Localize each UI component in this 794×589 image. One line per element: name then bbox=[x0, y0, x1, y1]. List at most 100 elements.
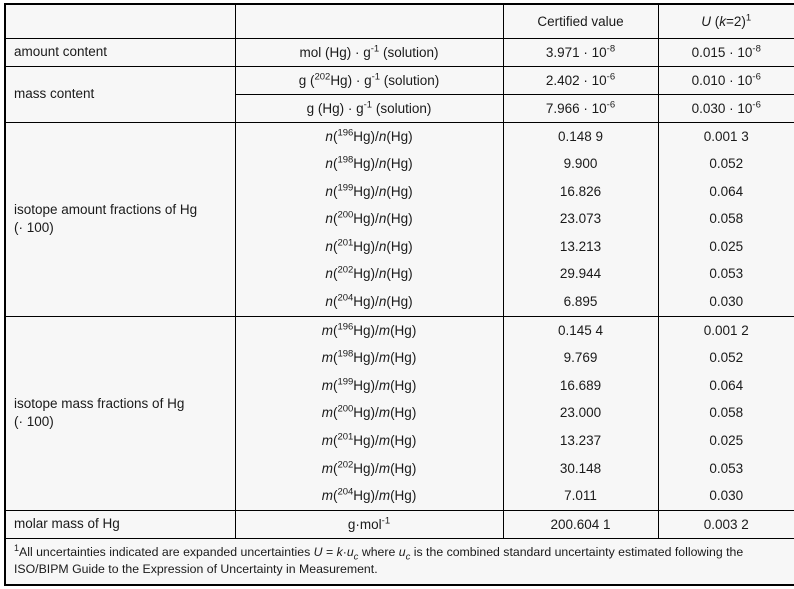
mass-fraction-symbol: m(201Hg)/m(Hg) bbox=[321, 431, 417, 449]
amount-fraction-value: 13.213 bbox=[559, 238, 602, 254]
uncertainty-symbol-U: U bbox=[701, 13, 712, 29]
mass-fraction-value: 16.689 bbox=[559, 377, 602, 393]
row-certified-value-amount-content: 3.971 · 10-8 bbox=[502, 37, 659, 67]
amount-fraction-symbol: n(200Hg)/n(Hg) bbox=[325, 209, 413, 227]
column-header-quantity bbox=[234, 3, 504, 39]
row-uncertainty-molar-mass: 0.003 2 bbox=[657, 509, 794, 539]
mass-fraction-uncertainty: 0.052 bbox=[709, 350, 744, 366]
amount-fraction-symbol: n(204Hg)/n(Hg) bbox=[325, 292, 413, 310]
coverage-factor-k: k bbox=[719, 13, 727, 29]
mass-fraction-value-list: 0.145 4 9.769 16.689 23.000 13.237 30.148 7.01… bbox=[512, 317, 650, 510]
quantity-prefix: g·mol bbox=[347, 516, 382, 532]
mass-fraction-symbol-list: m(196Hg)/m(Hg) m(198Hg)/m(Hg) m(199Hg)/m(H… bbox=[244, 317, 495, 510]
footnote-dot: · bbox=[342, 544, 347, 559]
quantity-exponent: -1 bbox=[370, 43, 380, 54]
amount-fraction-symbol-list: n(196Hg)/n(Hg) n(198Hg)/n(Hg) n(199Hg)/n(H… bbox=[244, 123, 495, 316]
quantity-prefix: g (Hg) · g bbox=[306, 100, 364, 116]
value-mantissa: 7.966 · 10 bbox=[545, 100, 607, 116]
amount-fraction-uncertainty: 0.053 bbox=[709, 266, 744, 282]
block-values-amount-fractions: 0.148 9 9.900 16.826 23.073 13.213 29.944 6.89… bbox=[502, 121, 659, 317]
uncertainty-mantissa: 0.015 · 10 bbox=[691, 44, 753, 60]
block-label-line-1: isotope mass fractions of Hg bbox=[14, 396, 185, 412]
amount-fraction-symbol: n(196Hg)/n(Hg) bbox=[325, 127, 413, 144]
footnote-symbol-U: U bbox=[313, 544, 323, 559]
footnote-uc-base: u bbox=[346, 544, 354, 559]
mass-fraction-value: 30.148 bbox=[559, 460, 602, 476]
footnote-part-3: is the combined standard uncertainty est… bbox=[14, 544, 744, 577]
mass-fraction-uncertainty: 0.058 bbox=[709, 405, 744, 421]
row-certified-value-mass-content-total: 7.966 · 10-6 bbox=[502, 93, 659, 123]
footnote-equals: = bbox=[322, 544, 337, 559]
value-exponent: -6 bbox=[606, 71, 616, 82]
footnote-uc2-subscript: c bbox=[405, 551, 411, 563]
quantity-exponent: -1 bbox=[363, 99, 373, 110]
row-label-mass-content: mass content bbox=[4, 65, 236, 123]
amount-fraction-uncertainty-list: 0.001 3 0.052 0.064 0.058 0.025 0.053 0.030 bbox=[667, 123, 787, 316]
footnote-marker: 1 bbox=[14, 542, 20, 553]
footnote-text: 1All uncertainties indicated are expande… bbox=[4, 537, 794, 586]
table-row-mass-content-total: g (Hg) · g-1 (solution) 7.966 · 10-6 0.0… bbox=[5, 93, 794, 123]
footnote-part-2: where bbox=[358, 544, 399, 559]
mass-fraction-symbol: m(199Hg)/m(Hg) bbox=[321, 376, 417, 393]
quantity-element: Hg) · g bbox=[330, 72, 372, 88]
table-block-mass-fractions: isotope mass fractions of Hg (· 100) m(1… bbox=[4, 315, 794, 511]
amount-fraction-uncertainty: 0.030 bbox=[709, 294, 744, 310]
block-label-amount-fractions: isotope amount fractions of Hg (· 100) bbox=[4, 121, 236, 317]
quantity-suffix: (solution) bbox=[380, 72, 440, 88]
uncertainty-mantissa: 0.030 · 10 bbox=[691, 100, 753, 116]
table-header-row: Certified value U (k=2)1 bbox=[4, 3, 794, 39]
amount-fraction-value: 9.900 bbox=[563, 156, 598, 172]
mass-fraction-value: 7.011 bbox=[564, 488, 597, 504]
value-mantissa: 2.402 · 10 bbox=[545, 72, 607, 88]
block-quantities-amount-fractions: n(196Hg)/n(Hg) n(198Hg)/n(Hg) n(199Hg)/n(H… bbox=[234, 121, 504, 317]
footnote-symbol-k: k bbox=[336, 544, 343, 559]
quantity-exponent: -1 bbox=[381, 515, 391, 527]
amount-fraction-value: 6.895 bbox=[563, 294, 598, 310]
row-uncertainty-mass-content-202: 0.010 · 10-6 bbox=[657, 65, 794, 95]
block-uncertainties-mass-fractions: 0.001 2 0.052 0.064 0.058 0.025 0.053 0.030 bbox=[657, 315, 794, 511]
row-quantity-mass-content-total: g (Hg) · g-1 (solution) bbox=[234, 93, 504, 123]
mass-fraction-uncertainty-list: 0.001 2 0.052 0.064 0.058 0.025 0.053 0.030 bbox=[667, 317, 787, 510]
mass-fraction-symbol: m(196Hg)/m(Hg) bbox=[321, 321, 417, 338]
column-header-certified-value: Certified value bbox=[502, 3, 659, 39]
amount-fraction-value-list: 0.148 9 9.900 16.826 23.073 13.213 29.944 6.89… bbox=[512, 123, 650, 316]
amount-fraction-uncertainty: 0.058 bbox=[709, 211, 744, 227]
block-uncertainties-amount-fractions: 0.001 3 0.052 0.064 0.058 0.025 0.053 0.030 bbox=[657, 121, 794, 317]
row-uncertainty-amount-content: 0.015 · 10-8 bbox=[657, 37, 794, 67]
footnote-marker-header: 1 bbox=[745, 12, 752, 24]
amount-fraction-value: 0.148 9 bbox=[557, 128, 604, 144]
amount-fraction-symbol: n(199Hg)/n(Hg) bbox=[325, 182, 413, 199]
footnote-uc-subscript: c bbox=[353, 551, 359, 563]
table-block-amount-fractions: isotope amount fractions of Hg (· 100) n… bbox=[4, 121, 794, 317]
amount-fraction-value: 16.826 bbox=[559, 183, 602, 199]
amount-fraction-symbol: n(198Hg)/n(Hg) bbox=[325, 154, 413, 172]
value-exponent: -6 bbox=[606, 99, 616, 110]
mass-fraction-symbol: m(200Hg)/m(Hg) bbox=[321, 403, 417, 421]
row-uncertainty-mass-content-total: 0.030 · 10-6 bbox=[657, 93, 794, 123]
footnote-symbol-uc: uc bbox=[346, 544, 359, 563]
uncertainty-exponent: -6 bbox=[752, 71, 761, 82]
amount-fraction-value: 29.944 bbox=[559, 266, 602, 282]
table-row-molar-mass: molar mass of Hg g·mol-1 200.604 1 0.003… bbox=[4, 509, 794, 539]
amount-fraction-uncertainty: 0.025 bbox=[709, 238, 744, 254]
column-header-uncertainty: U (k=2)1 bbox=[657, 3, 794, 39]
row-label-molar-mass: molar mass of Hg bbox=[4, 509, 236, 539]
amount-fraction-value: 23.073 bbox=[559, 211, 602, 227]
mass-fraction-value: 23.000 bbox=[559, 405, 602, 421]
block-values-mass-fractions: 0.145 4 9.769 16.689 23.000 13.237 30.148 7.01… bbox=[502, 315, 659, 511]
mass-fraction-symbol: m(198Hg)/m(Hg) bbox=[321, 348, 417, 366]
quantity-isotope: 202 bbox=[314, 71, 331, 82]
column-header-property bbox=[4, 3, 236, 39]
quantity-prefix: mol (Hg) · g bbox=[299, 44, 371, 60]
amount-fraction-symbol: n(201Hg)/n(Hg) bbox=[325, 237, 413, 254]
uncertainty-exponent: -6 bbox=[752, 99, 761, 110]
amount-fraction-uncertainty: 0.064 bbox=[709, 183, 744, 199]
row-quantity-amount-content: mol (Hg) · g-1 (solution) bbox=[234, 37, 504, 67]
row-certified-value-mass-content-202: 2.402 · 10-6 bbox=[502, 65, 659, 95]
uncertainty-mantissa: 0.010 · 10 bbox=[691, 72, 753, 88]
mass-fraction-value: 9.769 bbox=[563, 350, 598, 366]
quantity-prefix: g ( bbox=[298, 72, 315, 88]
row-quantity-mass-content-202: g (202Hg) · g-1 (solution) bbox=[234, 65, 504, 95]
amount-fraction-uncertainty: 0.001 3 bbox=[703, 128, 749, 144]
